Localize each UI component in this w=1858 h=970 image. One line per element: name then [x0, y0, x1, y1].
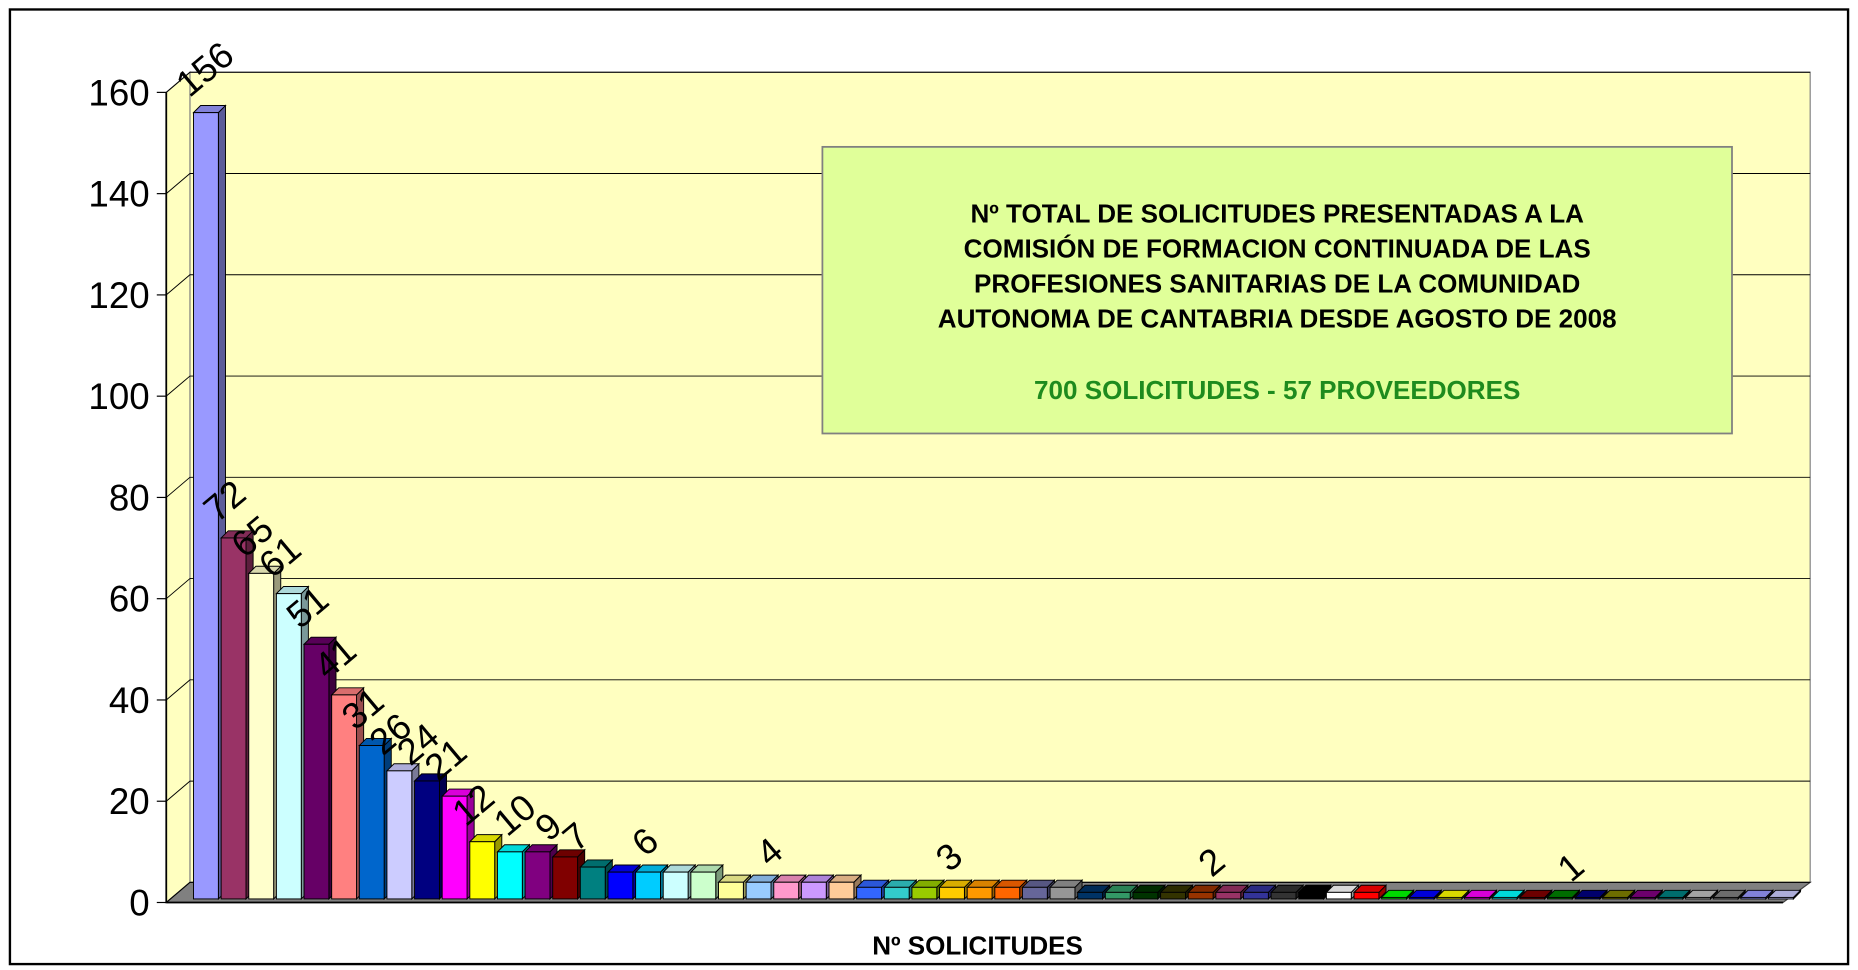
- bar: [275, 593, 302, 900]
- bar: [524, 851, 551, 900]
- bar: [1325, 891, 1352, 900]
- bar: [552, 856, 579, 900]
- y-tick-label: 20: [109, 781, 150, 822]
- bar: [1104, 891, 1131, 900]
- bar: [303, 643, 330, 900]
- bar: [635, 871, 661, 900]
- y-tick-label: 100: [88, 376, 149, 417]
- bar: [939, 886, 965, 900]
- bar: [469, 841, 496, 900]
- y-tick-label: 140: [88, 174, 149, 215]
- bar: [1574, 896, 1601, 900]
- bar: [386, 770, 413, 900]
- bar: [966, 886, 993, 900]
- chart-title: Nº TOTAL DE SOLICITUDES PRESENTADAS A LA: [970, 199, 1584, 229]
- bar: [1712, 896, 1739, 900]
- y-tick-label: 120: [88, 275, 149, 316]
- bar: [690, 871, 717, 900]
- bar: [1602, 896, 1629, 900]
- bar: [662, 871, 689, 900]
- bar: [1270, 891, 1297, 900]
- bar: [1464, 896, 1490, 900]
- bar: [1021, 886, 1048, 900]
- chart-title: PROFESIONES SANITARIAS DE LA COMUNIDAD: [974, 269, 1580, 299]
- y-tick-label: 0: [129, 883, 149, 924]
- bar: [856, 886, 883, 900]
- bar: [1187, 891, 1214, 900]
- bar: [358, 745, 385, 900]
- bars: [192, 104, 1802, 901]
- bar: [1629, 896, 1656, 900]
- grid-line: [165, 881, 1811, 903]
- bar: [248, 572, 275, 900]
- bar: [441, 795, 468, 900]
- bar: [1160, 891, 1186, 900]
- grid-line: [165, 71, 1811, 93]
- bar: [994, 886, 1021, 900]
- bar: [883, 886, 910, 900]
- bar: [1132, 891, 1159, 900]
- bar: [1491, 896, 1518, 900]
- bar: [579, 866, 606, 900]
- chart-subtitle: 700 SOLICITUDES - 57 PROVEEDORES: [1034, 375, 1520, 405]
- y-tick-label: 80: [109, 477, 150, 518]
- bar: [1546, 896, 1573, 900]
- bar: [1740, 896, 1767, 900]
- grid-line: [165, 476, 1811, 498]
- y-tick-label: 60: [109, 579, 150, 620]
- title-box: [821, 145, 1733, 435]
- bar: [1077, 891, 1104, 900]
- bar: [1049, 886, 1076, 900]
- y-tick-label: 40: [109, 680, 150, 721]
- bar: [1243, 891, 1269, 900]
- bar: [1768, 896, 1794, 900]
- bar: [496, 851, 523, 900]
- bar: [193, 112, 219, 900]
- bar: [1408, 896, 1435, 900]
- bar: [718, 881, 744, 900]
- bar: [1298, 891, 1325, 900]
- x-axis-label: Nº SOLICITUDES: [872, 931, 1083, 961]
- bar: [1215, 891, 1242, 900]
- bar: [331, 694, 358, 900]
- bar: [745, 881, 772, 900]
- bar: [414, 780, 440, 900]
- bar: [1353, 891, 1380, 900]
- bar: [607, 871, 634, 900]
- bar: [800, 881, 827, 900]
- bar: [1381, 896, 1408, 900]
- bar: [1519, 896, 1546, 900]
- grid-line: [165, 578, 1811, 600]
- bar: [1685, 896, 1711, 900]
- chart-title: COMISIÓN DE FORMACION CONTINUADA DE LAS: [964, 234, 1591, 264]
- grid-line: [165, 679, 1811, 701]
- grid-line: [165, 780, 1811, 802]
- bar: [1436, 896, 1463, 900]
- bar: [1657, 896, 1684, 900]
- bar: [911, 886, 938, 900]
- chart-title: AUTONOMA DE CANTABRIA DESDE AGOSTO DE 20…: [938, 303, 1617, 333]
- bar: [828, 881, 855, 900]
- y-tick-label: 160: [88, 72, 149, 113]
- bar: [773, 881, 800, 900]
- bar: [220, 537, 247, 900]
